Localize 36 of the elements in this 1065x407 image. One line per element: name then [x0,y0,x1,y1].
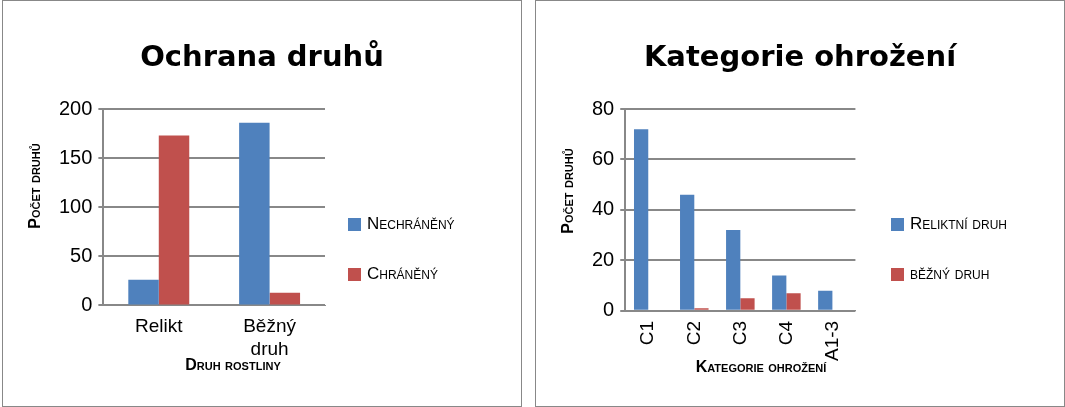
x-tick-label: Běžný druh [243,315,297,359]
y-tick-label: 40 [592,197,615,220]
x-tick-label: C1 [636,320,658,346]
bar [269,292,301,305]
y-tick-label: 0 [81,292,93,315]
bar [726,230,741,310]
x-tick-label: Relikt [135,315,184,337]
y-tick-label: 80 [592,96,615,119]
legend-label: Nechráněný [367,214,455,234]
bar [786,293,801,310]
y-tick-label: 20 [592,247,615,270]
bar [740,298,755,310]
chart-title: Ochrana druhů [139,39,385,73]
chart-title: Kategorie ohrožení [642,39,958,73]
x-tick-label: C2 [682,320,704,346]
y-tick-label: 50 [70,243,93,266]
y-tick-label: 60 [592,146,615,169]
bar [633,129,649,310]
y-tick-label: 0 [603,298,615,321]
bar [239,122,270,305]
bar [818,290,833,310]
bar [772,275,787,310]
y-axis-title: Počet druhů [26,143,44,229]
y-tick-label: 200 [58,96,93,119]
x-tick-label: C4 [774,320,796,346]
bar [128,279,159,305]
x-axis-title: Druh rostliny [185,356,281,374]
legend-label: běžný druh [910,264,990,284]
y-tick-label: 150 [58,145,93,168]
x-tick-label: C3 [728,320,750,346]
y-axis-title: Počet druhů [559,148,577,234]
y-tick-label: 100 [58,194,93,217]
bar [158,135,190,305]
legend-label: Chráněný [367,264,438,284]
legend-label: Reliktní druh [910,214,1008,234]
bar [680,194,695,310]
